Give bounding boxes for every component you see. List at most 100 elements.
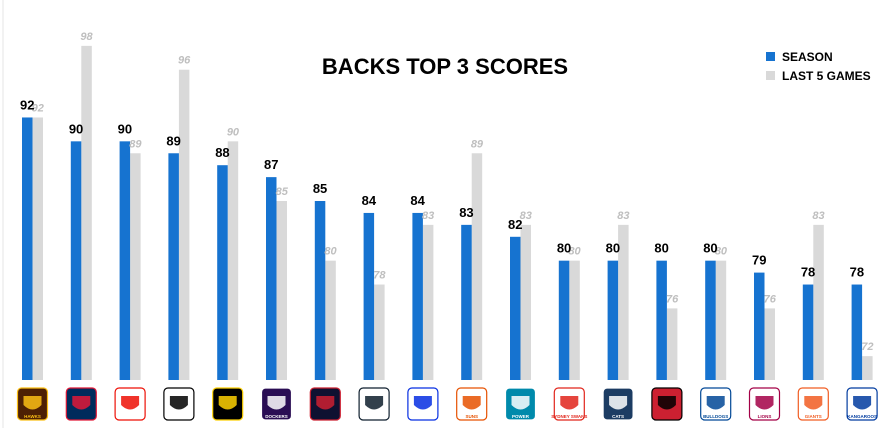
suns-logo-icon: SUNS <box>456 387 488 421</box>
bar-group-cats: 83 80 <box>606 210 629 380</box>
demons-logo-icon <box>309 387 341 421</box>
data-label-season-bombers: 80 <box>654 241 668 256</box>
bar-season-demons <box>314 201 326 380</box>
bar-season-kangaroos <box>851 284 863 380</box>
bar-group-crows: 98 90 <box>69 31 94 380</box>
data-label-season-bulldogs: 80 <box>703 241 717 256</box>
data-label-season-kangaroos: 78 <box>850 265 864 280</box>
logo-label-lions: LIONS <box>758 414 772 419</box>
bar-season-swans <box>558 260 570 380</box>
logo-label-cats: CATS <box>612 414 624 419</box>
bar-group-demons: 80 85 <box>313 181 338 380</box>
data-label-season-blues: 84 <box>362 193 377 208</box>
data-label-last5-saints: 89 <box>129 138 142 150</box>
logo-label-power: POWER <box>512 414 530 419</box>
bar-last5-blues <box>374 284 385 380</box>
bar-season-hawks <box>22 117 33 380</box>
data-label-season-cats: 80 <box>606 241 620 256</box>
data-label-season-hawks: 92 <box>20 97 34 112</box>
team-logos: HAWKS DOCKERS SUNS POWER SYDNEY SWANS CATS BUL… <box>16 387 878 421</box>
bar-last5-bulldogs <box>715 260 727 380</box>
data-label-season-demons: 85 <box>313 181 327 196</box>
data-label-last5-cats: 83 <box>617 210 629 222</box>
bar-season-magpies <box>168 153 179 380</box>
bombers-logo-icon <box>651 387 683 421</box>
bar-last5-giants <box>813 224 824 380</box>
bar-last5-magpies <box>178 69 190 380</box>
data-label-last5-bulldogs: 80 <box>715 246 728 258</box>
bar-group-suns: 89 83 <box>459 138 484 380</box>
bar-season-lions <box>754 272 765 380</box>
data-label-last5-giants: 83 <box>812 210 824 222</box>
data-label-last5-power: 83 <box>520 210 532 222</box>
data-label-season-swans: 80 <box>557 241 571 256</box>
bar-season-tigers <box>217 165 228 380</box>
bar-season-eagles <box>412 212 423 380</box>
legend-label-season: SEASON <box>782 50 833 64</box>
logo-label-swans: SYDNEY SWANS <box>551 414 587 419</box>
bar-last5-saints <box>130 153 141 380</box>
data-label-season-magpies: 89 <box>166 133 180 148</box>
logo-label-bulldogs: BULLDOGS <box>703 414 728 419</box>
bar-last5-demons <box>325 260 336 380</box>
eagles-logo-icon <box>407 387 439 421</box>
chart-title: BACKS TOP 3 SCORES <box>322 54 568 79</box>
bar-last5-crows <box>81 45 92 380</box>
blues-logo-icon <box>358 387 390 421</box>
data-label-last5-bombers: 76 <box>666 293 679 305</box>
bar-last5-dockers <box>276 201 287 380</box>
magpies-logo-icon <box>163 387 195 421</box>
bar-group-kangaroos: 72 78 <box>850 265 873 380</box>
data-label-season-tigers: 88 <box>215 145 229 160</box>
bar-group-blues: 78 84 <box>362 193 386 380</box>
bar-group-magpies: 96 89 <box>166 55 191 380</box>
data-label-last5-lions: 76 <box>764 293 777 305</box>
saints-logo-icon <box>114 387 146 421</box>
bar-last5-power <box>520 224 531 380</box>
cats-logo-icon: CATS <box>602 387 634 421</box>
data-label-last5-eagles: 83 <box>422 210 434 222</box>
bar-group-giants: 83 78 <box>801 210 825 380</box>
bar-last5-hawks <box>32 117 43 380</box>
bar-season-crows <box>70 141 82 380</box>
bar-last5-eagles <box>422 224 434 380</box>
bar-last5-cats <box>618 224 629 380</box>
logo-label-suns: SUNS <box>465 414 478 419</box>
bar-season-power <box>510 236 521 380</box>
data-label-last5-dockers: 85 <box>276 186 289 198</box>
data-label-last5-demons: 80 <box>324 246 337 258</box>
bar-season-giants <box>802 284 814 380</box>
bar-group-dockers: 85 87 <box>264 157 289 380</box>
bar-last5-suns <box>471 153 483 380</box>
bar-season-bombers <box>656 260 667 380</box>
logo-label-giants: GIANTS <box>805 414 822 419</box>
data-label-last5-magpies: 96 <box>178 55 191 67</box>
data-label-season-saints: 90 <box>118 121 132 136</box>
data-label-season-crows: 90 <box>69 121 83 136</box>
bar-last5-tigers <box>227 141 239 380</box>
lions-logo-icon: LIONS <box>748 387 781 421</box>
bar-last5-swans <box>569 260 580 380</box>
logo-label-dockers: DOCKERS <box>265 414 288 419</box>
data-label-last5-swans: 80 <box>568 246 581 258</box>
giants-logo-icon: GIANTS <box>797 387 829 421</box>
bar-last5-bombers <box>666 308 678 380</box>
bar-season-cats <box>607 260 619 380</box>
data-label-season-suns: 83 <box>459 205 473 220</box>
bulldogs-logo-icon: BULLDOGS <box>700 387 732 421</box>
hawks-logo-icon: HAWKS <box>16 387 49 421</box>
bar-group-tigers: 90 88 <box>215 126 240 380</box>
swans-logo-icon: SYDNEY SWANS <box>551 387 587 421</box>
crows-logo-icon <box>65 387 97 421</box>
bar-season-dockers <box>266 177 277 380</box>
data-label-season-power: 82 <box>508 217 522 232</box>
kangaroos-logo-icon: KANGAROOS <box>846 387 878 421</box>
legend: SEASON LAST 5 GAMES <box>766 50 871 83</box>
